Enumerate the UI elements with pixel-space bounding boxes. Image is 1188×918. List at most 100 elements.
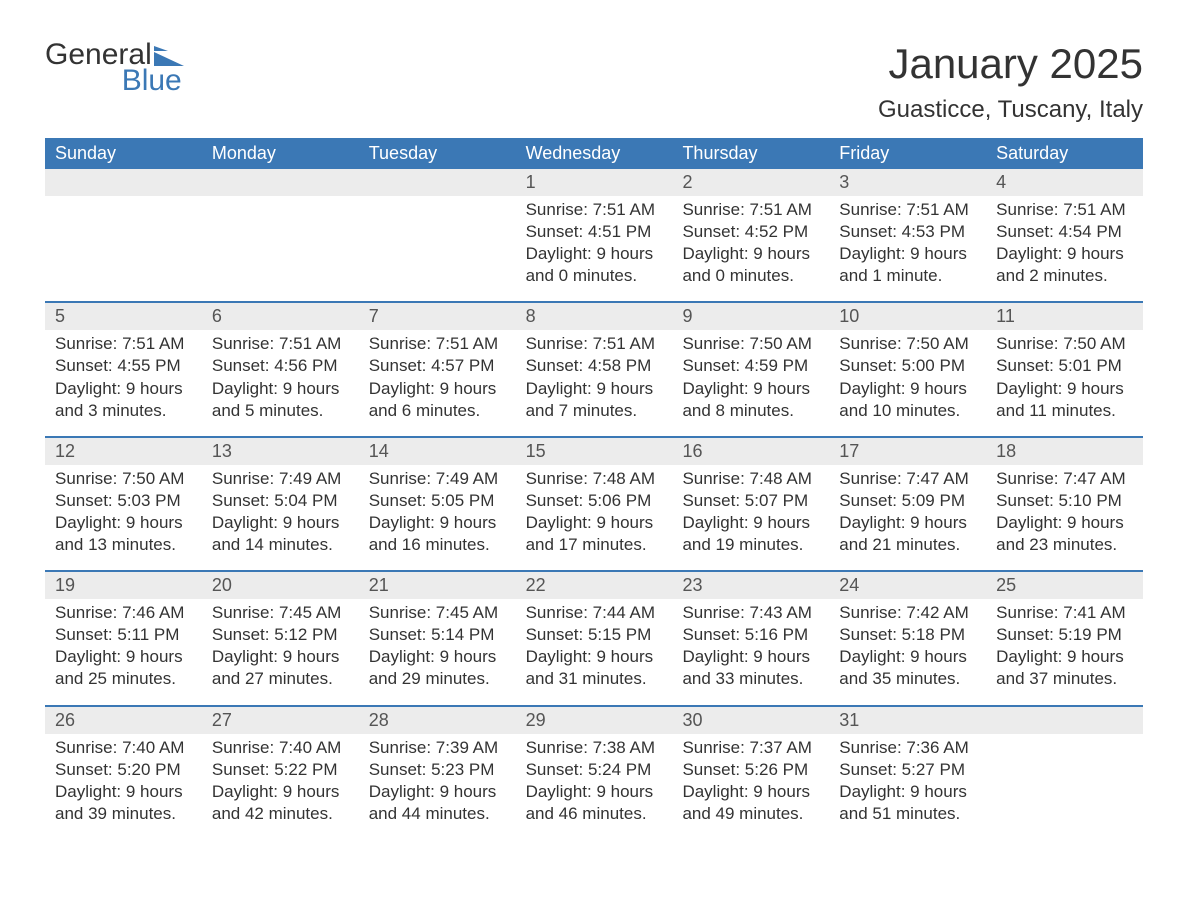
sunrise-text: Sunrise: 7:36 AM	[839, 737, 976, 759]
daylight2-text: and 39 minutes.	[55, 803, 192, 825]
daylight2-text: and 46 minutes.	[526, 803, 663, 825]
day-cell: 30Sunrise: 7:37 AMSunset: 5:26 PMDayligh…	[672, 707, 829, 839]
daylight2-text: and 49 minutes.	[682, 803, 819, 825]
sunrise-text: Sunrise: 7:45 AM	[212, 602, 349, 624]
day-number: 4	[986, 169, 1143, 196]
daylight2-text: and 29 minutes.	[369, 668, 506, 690]
day-number: 1	[516, 169, 673, 196]
week-row: 5Sunrise: 7:51 AMSunset: 4:55 PMDaylight…	[45, 301, 1143, 435]
week-row: 12Sunrise: 7:50 AMSunset: 5:03 PMDayligh…	[45, 436, 1143, 570]
day-body: Sunrise: 7:47 AMSunset: 5:10 PMDaylight:…	[986, 465, 1143, 556]
sunset-text: Sunset: 5:26 PM	[682, 759, 819, 781]
sunrise-text: Sunrise: 7:51 AM	[839, 199, 976, 221]
sunrise-text: Sunrise: 7:51 AM	[996, 199, 1133, 221]
daylight1-text: Daylight: 9 hours	[839, 378, 976, 400]
sunrise-text: Sunrise: 7:50 AM	[682, 333, 819, 355]
daylight1-text: Daylight: 9 hours	[55, 512, 192, 534]
day-number	[986, 707, 1143, 734]
weekday-header-row: SundayMondayTuesdayWednesdayThursdayFrid…	[45, 138, 1143, 169]
logo-word2: Blue	[122, 66, 182, 96]
sunset-text: Sunset: 5:22 PM	[212, 759, 349, 781]
daylight2-text: and 8 minutes.	[682, 400, 819, 422]
sunrise-text: Sunrise: 7:51 AM	[526, 199, 663, 221]
day-body: Sunrise: 7:39 AMSunset: 5:23 PMDaylight:…	[359, 734, 516, 825]
daylight1-text: Daylight: 9 hours	[682, 243, 819, 265]
sunrise-text: Sunrise: 7:49 AM	[369, 468, 506, 490]
daylight2-text: and 42 minutes.	[212, 803, 349, 825]
daylight2-text: and 11 minutes.	[996, 400, 1133, 422]
weekday-sunday: Sunday	[45, 138, 202, 169]
daylight1-text: Daylight: 9 hours	[55, 378, 192, 400]
day-body: Sunrise: 7:44 AMSunset: 5:15 PMDaylight:…	[516, 599, 673, 690]
day-number	[45, 169, 202, 196]
sunset-text: Sunset: 5:27 PM	[839, 759, 976, 781]
sunrise-text: Sunrise: 7:41 AM	[996, 602, 1133, 624]
day-body: Sunrise: 7:38 AMSunset: 5:24 PMDaylight:…	[516, 734, 673, 825]
day-body: Sunrise: 7:51 AMSunset: 4:57 PMDaylight:…	[359, 330, 516, 421]
day-cell: 6Sunrise: 7:51 AMSunset: 4:56 PMDaylight…	[202, 303, 359, 435]
daylight2-text: and 35 minutes.	[839, 668, 976, 690]
day-body: Sunrise: 7:51 AMSunset: 4:53 PMDaylight:…	[829, 196, 986, 287]
day-cell: 28Sunrise: 7:39 AMSunset: 5:23 PMDayligh…	[359, 707, 516, 839]
logo-flag-icon	[154, 46, 184, 66]
day-body: Sunrise: 7:48 AMSunset: 5:06 PMDaylight:…	[516, 465, 673, 556]
daylight2-text: and 25 minutes.	[55, 668, 192, 690]
daylight1-text: Daylight: 9 hours	[369, 378, 506, 400]
day-number: 5	[45, 303, 202, 330]
day-body: Sunrise: 7:51 AMSunset: 4:54 PMDaylight:…	[986, 196, 1143, 287]
day-cell-empty	[359, 169, 516, 301]
sunrise-text: Sunrise: 7:51 AM	[526, 333, 663, 355]
day-number: 26	[45, 707, 202, 734]
day-cell: 24Sunrise: 7:42 AMSunset: 5:18 PMDayligh…	[829, 572, 986, 704]
day-body: Sunrise: 7:51 AMSunset: 4:52 PMDaylight:…	[672, 196, 829, 287]
daylight1-text: Daylight: 9 hours	[526, 646, 663, 668]
day-number: 12	[45, 438, 202, 465]
sunset-text: Sunset: 4:54 PM	[996, 221, 1133, 243]
day-number: 11	[986, 303, 1143, 330]
sunset-text: Sunset: 5:09 PM	[839, 490, 976, 512]
week-row: 26Sunrise: 7:40 AMSunset: 5:20 PMDayligh…	[45, 705, 1143, 839]
daylight1-text: Daylight: 9 hours	[369, 781, 506, 803]
sunset-text: Sunset: 4:59 PM	[682, 355, 819, 377]
day-cell: 25Sunrise: 7:41 AMSunset: 5:19 PMDayligh…	[986, 572, 1143, 704]
day-cell: 7Sunrise: 7:51 AMSunset: 4:57 PMDaylight…	[359, 303, 516, 435]
day-cell: 15Sunrise: 7:48 AMSunset: 5:06 PMDayligh…	[516, 438, 673, 570]
day-body: Sunrise: 7:51 AMSunset: 4:58 PMDaylight:…	[516, 330, 673, 421]
day-number: 21	[359, 572, 516, 599]
sunset-text: Sunset: 5:23 PM	[369, 759, 506, 781]
day-body: Sunrise: 7:46 AMSunset: 5:11 PMDaylight:…	[45, 599, 202, 690]
day-cell: 5Sunrise: 7:51 AMSunset: 4:55 PMDaylight…	[45, 303, 202, 435]
day-cell: 20Sunrise: 7:45 AMSunset: 5:12 PMDayligh…	[202, 572, 359, 704]
daylight1-text: Daylight: 9 hours	[212, 512, 349, 534]
sunset-text: Sunset: 4:53 PM	[839, 221, 976, 243]
day-body: Sunrise: 7:45 AMSunset: 5:12 PMDaylight:…	[202, 599, 359, 690]
daylight1-text: Daylight: 9 hours	[839, 781, 976, 803]
day-number: 24	[829, 572, 986, 599]
daylight2-text: and 19 minutes.	[682, 534, 819, 556]
day-cell: 9Sunrise: 7:50 AMSunset: 4:59 PMDaylight…	[672, 303, 829, 435]
daylight2-text: and 3 minutes.	[55, 400, 192, 422]
daylight2-text: and 1 minute.	[839, 265, 976, 287]
daylight1-text: Daylight: 9 hours	[369, 646, 506, 668]
day-body: Sunrise: 7:36 AMSunset: 5:27 PMDaylight:…	[829, 734, 986, 825]
day-number: 19	[45, 572, 202, 599]
day-cell: 31Sunrise: 7:36 AMSunset: 5:27 PMDayligh…	[829, 707, 986, 839]
day-body: Sunrise: 7:49 AMSunset: 5:05 PMDaylight:…	[359, 465, 516, 556]
day-cell: 11Sunrise: 7:50 AMSunset: 5:01 PMDayligh…	[986, 303, 1143, 435]
daylight2-text: and 13 minutes.	[55, 534, 192, 556]
daylight2-text: and 31 minutes.	[526, 668, 663, 690]
day-cell: 29Sunrise: 7:38 AMSunset: 5:24 PMDayligh…	[516, 707, 673, 839]
sunrise-text: Sunrise: 7:42 AM	[839, 602, 976, 624]
day-cell: 17Sunrise: 7:47 AMSunset: 5:09 PMDayligh…	[829, 438, 986, 570]
day-cell: 1Sunrise: 7:51 AMSunset: 4:51 PMDaylight…	[516, 169, 673, 301]
sunset-text: Sunset: 4:57 PM	[369, 355, 506, 377]
day-cell-empty	[202, 169, 359, 301]
sunset-text: Sunset: 5:10 PM	[996, 490, 1133, 512]
day-body: Sunrise: 7:51 AMSunset: 4:55 PMDaylight:…	[45, 330, 202, 421]
daylight2-text: and 6 minutes.	[369, 400, 506, 422]
sunrise-text: Sunrise: 7:50 AM	[55, 468, 192, 490]
sunrise-text: Sunrise: 7:50 AM	[839, 333, 976, 355]
day-body: Sunrise: 7:42 AMSunset: 5:18 PMDaylight:…	[829, 599, 986, 690]
sunset-text: Sunset: 5:01 PM	[996, 355, 1133, 377]
day-cell: 3Sunrise: 7:51 AMSunset: 4:53 PMDaylight…	[829, 169, 986, 301]
